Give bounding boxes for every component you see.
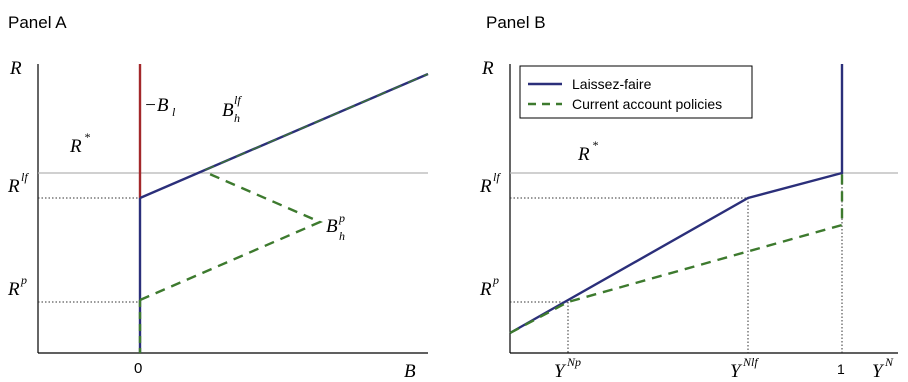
- svg-text:N: N: [884, 355, 894, 369]
- panel-b-r-p-label: R p: [479, 273, 499, 300]
- svg-text:h: h: [234, 111, 240, 125]
- panel-b-x-label: Y N: [872, 355, 894, 382]
- panel-a-zero-tick: 0: [134, 360, 142, 377]
- svg-text:h: h: [339, 229, 345, 243]
- panel-a-bh-lf-policy-overlay: [204, 73, 429, 171]
- panel-b-y-nlf-label: Y Nlf: [730, 355, 759, 382]
- panel-a-bh-p-label: B p h: [326, 211, 345, 243]
- panel-a-title: Panel A: [8, 13, 67, 32]
- svg-text:*: *: [592, 138, 598, 152]
- svg-text:R: R: [7, 176, 20, 197]
- panel-a-r-star-label: R *: [69, 130, 90, 157]
- legend-policies-label: Current account policies: [572, 96, 722, 112]
- panel-a-x-label: B: [404, 361, 416, 382]
- panel-b-r-lf-label: R lf: [479, 170, 501, 197]
- svg-text:lf: lf: [234, 93, 242, 107]
- panel-a-bh-lf-label: B lf h: [222, 93, 242, 125]
- svg-text:B: B: [326, 216, 338, 237]
- panel-b: Panel B Laissez-faire Current account po…: [479, 13, 898, 382]
- svg-text:−B: −B: [144, 95, 169, 116]
- svg-text:l: l: [172, 105, 176, 119]
- svg-text:Np: Np: [566, 355, 581, 369]
- svg-text:R: R: [69, 136, 82, 157]
- panel-a-r-lf-label: R lf: [7, 170, 29, 197]
- panel-b-title: Panel B: [486, 13, 546, 32]
- svg-text:R: R: [479, 176, 492, 197]
- panel-b-one-tick: 1: [837, 361, 845, 377]
- panel-a-neg-bl-label: −B l: [144, 95, 176, 119]
- svg-text:lf: lf: [21, 170, 29, 184]
- legend-laissez-faire-label: Laissez-faire: [572, 76, 652, 92]
- svg-text:B: B: [222, 100, 234, 121]
- svg-text:lf: lf: [493, 170, 501, 184]
- svg-text:*: *: [84, 130, 90, 144]
- panel-b-legend: Laissez-faire Current account policies: [519, 65, 753, 119]
- svg-text:p: p: [20, 273, 27, 287]
- svg-text:Y: Y: [872, 361, 885, 382]
- svg-text:R: R: [479, 279, 492, 300]
- panel-b-y-label: R: [481, 58, 494, 79]
- panel-a-y-label: R: [9, 58, 22, 79]
- panel-b-laissez-faire-curve: [509, 64, 844, 335]
- panel-a-bh-p-curve: [139, 170, 324, 302]
- panel-b-y-np-label: Y Np: [554, 355, 581, 382]
- legend-box: [519, 65, 753, 119]
- svg-text:Nlf: Nlf: [742, 355, 759, 369]
- svg-text:p: p: [492, 273, 499, 287]
- panel-b-r-star-label: R *: [577, 138, 598, 165]
- panel-b-policy-curve: [509, 173, 844, 335]
- panel-a-r-p-label: R p: [7, 273, 27, 300]
- svg-text:Y: Y: [730, 361, 743, 382]
- svg-text:Y: Y: [554, 361, 567, 382]
- svg-text:R: R: [7, 279, 20, 300]
- svg-text:R: R: [577, 144, 590, 165]
- svg-text:p: p: [338, 211, 345, 225]
- panel-a: Panel A R B 0 R * −B l B: [7, 13, 429, 382]
